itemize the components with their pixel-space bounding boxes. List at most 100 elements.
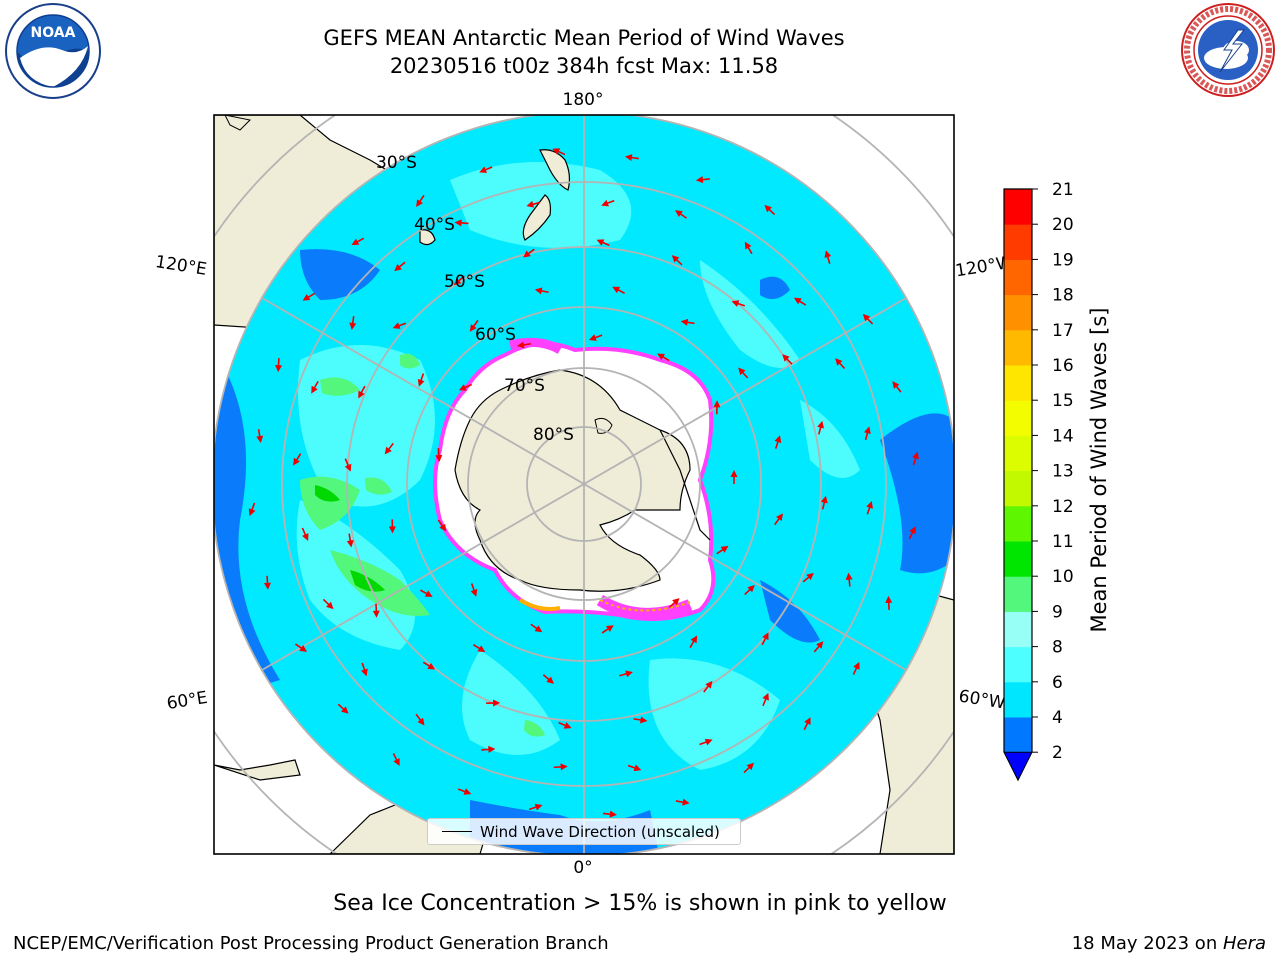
legend-label: Wind Wave Direction (unscaled) <box>480 822 720 841</box>
wave-direction-arrowhead <box>523 250 531 258</box>
wave-direction-arrowhead <box>731 300 740 307</box>
wave-direction-arrowhead <box>416 199 423 208</box>
colorbar-tick-label: 11 <box>1052 532 1074 552</box>
wave-direction-arrowhead <box>690 635 698 644</box>
wave-direction-arrowhead <box>730 470 738 477</box>
wave-direction-arrowhead <box>275 364 283 373</box>
wave-direction-arrowhead <box>738 367 746 376</box>
wave-direction-arrowhead <box>695 176 704 184</box>
wave-direction-arrowhead <box>470 588 478 597</box>
map-title: GEFS MEAN Antarctic Mean Period of Wind … <box>323 26 845 50</box>
lat-label-30s: 30°S <box>376 153 417 173</box>
wave-direction-arrowhead <box>885 595 893 604</box>
wave-direction-arrowhead <box>806 572 814 581</box>
sea-ice-note: Sea Ice Concentration > 15% is shown in … <box>333 891 947 916</box>
colorbar-tick-label: 2 <box>1052 743 1063 763</box>
wave-direction-arrowhead <box>560 763 568 771</box>
colorbar-bin <box>1004 611 1032 648</box>
wave-direction-arrowhead <box>394 264 402 272</box>
wave-direction-arrowhead <box>546 676 554 684</box>
wave-direction-arrowhead <box>427 662 436 670</box>
colorbar-bin <box>1004 224 1032 260</box>
wave-direction-arrowhead <box>563 722 572 729</box>
wave-direction-arrowhead <box>862 313 871 322</box>
wave-direction-arrowhead <box>349 322 357 330</box>
wave-direction-arrowhead <box>746 762 754 771</box>
wave-direction-arrowhead <box>293 457 300 466</box>
wave-direction-arrowhead <box>704 738 713 746</box>
lon-label-120e: 120°E <box>154 252 208 280</box>
lat-label-40s: 40°S <box>414 215 455 235</box>
colorbar-tick-label: 19 <box>1052 250 1074 270</box>
wave-direction-arrowhead <box>912 451 919 460</box>
colorbar-bin <box>1004 189 1032 225</box>
wave-direction-arrowhead <box>682 798 690 806</box>
footer-date: 18 May 2023 on Hera <box>1072 933 1266 954</box>
colorbar-tick-label: 8 <box>1052 638 1063 658</box>
antarctica-land <box>454 369 691 592</box>
wave-direction-arrowhead <box>762 692 769 701</box>
wave-direction-arrowhead <box>793 297 802 305</box>
wave-direction-arrowhead <box>516 341 525 349</box>
colorbar-tick-label: 6 <box>1052 673 1063 693</box>
wave-direction-arrowhead <box>816 641 824 649</box>
wave-direction-arrowhead <box>672 598 680 606</box>
wave-direction-arrowhead <box>388 526 396 534</box>
wave-direction-arrowhead <box>439 523 447 532</box>
lat-label-80s: 80°S <box>533 425 574 445</box>
wave-direction-arrowhead <box>782 354 790 362</box>
wave-direction-arrowhead <box>361 668 368 677</box>
colorbar-tick-label: 16 <box>1052 356 1074 376</box>
wave-direction-arrowhead <box>263 582 271 590</box>
lon-label-180: 180° <box>563 90 604 110</box>
wave-direction-arrowhead <box>625 670 633 678</box>
wave-direction-arrowhead <box>534 803 543 811</box>
wave-direction-arrowhead <box>341 706 349 714</box>
lon-label-0: 0° <box>573 858 592 878</box>
colorbar-tick-label: 14 <box>1052 426 1074 446</box>
colorbar-tick-label: 15 <box>1052 391 1074 411</box>
wave-direction-arrowhead <box>526 200 535 208</box>
wave-direction-arrowhead <box>601 199 609 207</box>
wave-direction-arrowhead <box>762 632 769 641</box>
colorbar-bin <box>1004 294 1032 331</box>
colorbar-tick-label: 20 <box>1052 215 1074 235</box>
wave-direction-arrowhead <box>488 745 496 753</box>
wave-direction-arrowhead <box>393 758 400 766</box>
svg-text:NOAA: NOAA <box>31 25 76 41</box>
wave-direction-arrowhead <box>744 241 752 250</box>
colorbar-bin <box>1004 470 1032 507</box>
lon-label-60e: 60°E <box>165 688 209 714</box>
wave-direction-arrowhead <box>453 278 462 286</box>
wave-direction-arrowhead <box>417 378 425 387</box>
wave-direction-arrowhead <box>804 717 811 726</box>
wave-direction-arrowhead <box>299 645 308 652</box>
colorbar-tick-label: 17 <box>1052 321 1074 341</box>
wave-direction-arrowhead <box>392 322 401 329</box>
wave-direction-arrowhead <box>640 716 648 724</box>
wave-direction-arrowhead <box>588 334 597 341</box>
wave-direction-arrowhead <box>866 500 873 509</box>
map-subtitle: 20230516 t00z 384h fcst Max: 11.58 <box>389 54 779 78</box>
wind-wave-arrows <box>248 148 919 818</box>
colorbar-extend-triangle <box>1003 751 1033 782</box>
wave-direction-arrowhead <box>493 699 501 707</box>
wave-direction-arrowhead <box>479 166 488 173</box>
colorbar-bin <box>1004 259 1032 296</box>
colorbar-bin <box>1004 576 1032 612</box>
lon-label-60w: 60°W <box>957 686 1007 713</box>
footer-credit: NCEP/EMC/Verification Post Processing Pr… <box>13 933 609 954</box>
legend-line-sample <box>442 831 472 832</box>
map-legend: Wind Wave Direction (unscaled) <box>427 818 741 845</box>
tasmania-land <box>419 229 436 246</box>
wave-direction-arrowhead <box>605 625 614 632</box>
wave-direction-arrowhead <box>820 495 828 504</box>
nws-logo <box>1181 3 1275 97</box>
colorbar-tick-label: 4 <box>1052 708 1063 728</box>
wave-direction-arrowhead <box>477 645 486 653</box>
wave-direction-arrowhead <box>346 540 354 548</box>
wave-direction-arrowhead <box>705 680 713 689</box>
colorbar-tick-label: 9 <box>1052 602 1063 622</box>
wave-direction-arrowhead <box>764 204 772 213</box>
